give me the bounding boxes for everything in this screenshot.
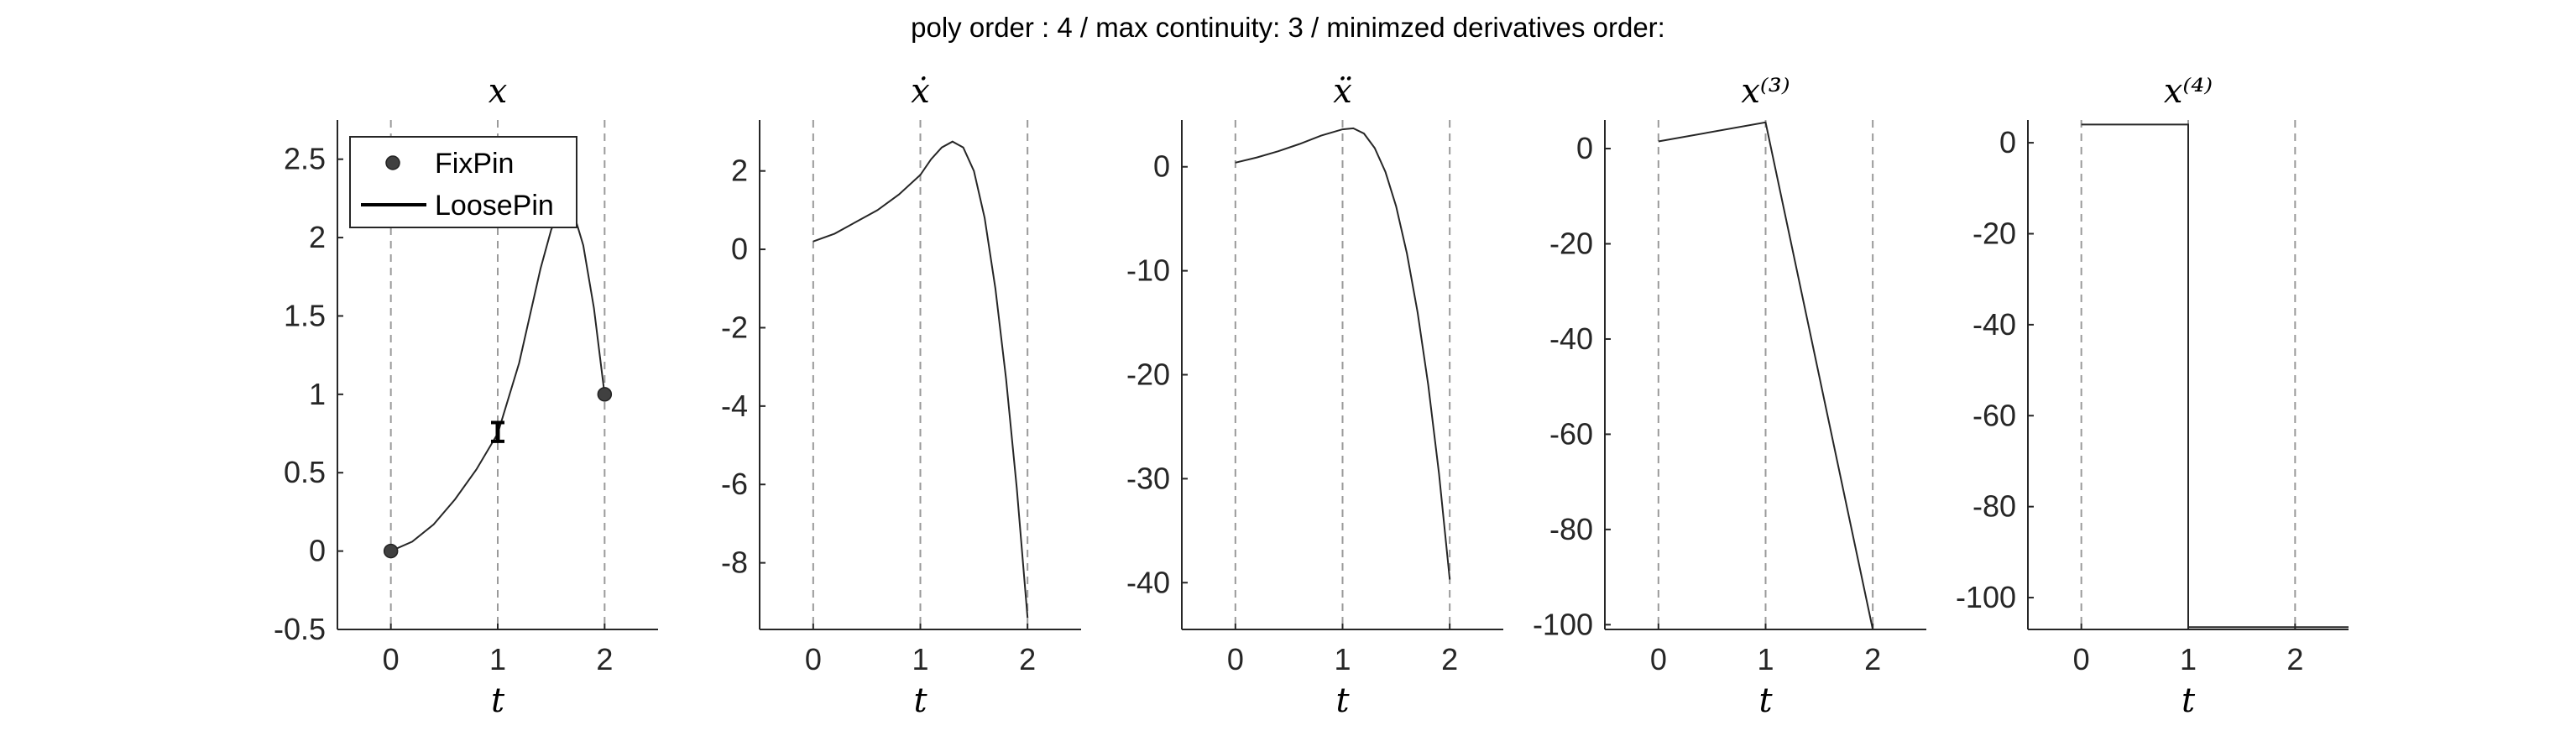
legend-label-fixpin: FixPin xyxy=(435,148,514,180)
x-tick-label: 0 xyxy=(2073,642,2090,676)
y-tick-label: -2 xyxy=(721,310,748,344)
series-line xyxy=(813,140,1029,619)
x-axis-label: t xyxy=(2182,681,2196,720)
legend-box xyxy=(349,136,577,228)
subplot-3: -40 -30 -20 -10 0 0 1 2 ẍ t xyxy=(1126,72,1503,720)
y-tick-label: 2 xyxy=(309,220,326,254)
y-tick-label: -20 xyxy=(1972,216,2016,250)
axes-title: x⁽³⁾ xyxy=(1741,72,1790,111)
y-tick-label: -20 xyxy=(1549,226,1593,260)
x-axis-label: t xyxy=(1758,681,1773,720)
x-tick-label: 1 xyxy=(489,642,506,676)
axes-title: x⁽⁴⁾ xyxy=(2164,72,2213,111)
x-tick-label: 1 xyxy=(2180,642,2197,676)
x-axis-label: t xyxy=(1335,681,1350,720)
y-tick-label: -0.5 xyxy=(274,612,326,646)
subplot-2: -8 -6 -4 -2 0 2 0 1 2 ẋ t xyxy=(721,72,1081,720)
figure-suptitle: poly order : 4 / max continuity: 3 / min… xyxy=(911,12,1665,43)
series-line xyxy=(2081,123,2349,629)
y-tick-label: 2.5 xyxy=(284,142,326,176)
subplot-5: -100 -80 -60 -40 -20 0 0 1 2 x⁽⁴⁾ t xyxy=(1956,72,2349,720)
y-tick-label: -60 xyxy=(1549,416,1593,451)
y-tick-label: 0 xyxy=(309,534,326,568)
x-tick-label: 0 xyxy=(383,642,400,676)
y-tick-label: -80 xyxy=(1549,512,1593,546)
x-tick-label: 2 xyxy=(1019,642,1036,676)
y-tick-label: -100 xyxy=(1533,607,1593,641)
x-tick-label: 2 xyxy=(1441,642,1458,676)
subplot-4: -100 -80 -60 -40 -20 0 0 1 2 x⁽³⁾ t xyxy=(1533,72,1926,720)
series-line xyxy=(1658,121,1874,630)
x-tick-label: 1 xyxy=(1334,642,1351,676)
fixpin-marker xyxy=(597,387,613,402)
x-tick-label: 1 xyxy=(1757,642,1774,676)
y-tick-label: -40 xyxy=(1972,307,2016,342)
axes-title: ẋ xyxy=(911,72,930,111)
y-tick-label: 0 xyxy=(1999,125,2016,159)
y-tick-label: -10 xyxy=(1126,253,1170,288)
fixpin-marker xyxy=(383,543,399,559)
x-tick-label: 0 xyxy=(1650,642,1667,676)
x-tick-label: 0 xyxy=(1227,642,1244,676)
x-axis-label: t xyxy=(913,681,927,720)
y-tick-label: -4 xyxy=(721,389,748,423)
axes-title: x xyxy=(489,72,508,111)
legend-label-loosepin: LoosePin xyxy=(435,190,554,222)
y-tick-label: 1 xyxy=(309,377,326,411)
y-tick-label: -30 xyxy=(1126,461,1170,495)
y-tick-label: -40 xyxy=(1549,321,1593,356)
y-tick-label: -60 xyxy=(1972,398,2016,432)
x-tick-label: 2 xyxy=(2286,642,2303,676)
series-line-loosepin xyxy=(390,205,606,552)
x-tick-label: 0 xyxy=(805,642,822,676)
x-axis-label: t xyxy=(491,681,505,720)
subplot-1: -0.5 0 0.5 1 1.5 2 2.5 0 1 2 x t FixPin LoosePin xyxy=(274,72,658,720)
y-tick-label: 1.5 xyxy=(284,298,326,332)
y-tick-label: -80 xyxy=(1972,489,2016,524)
y-tick-label: -8 xyxy=(721,546,748,580)
y-tick-label: 0.5 xyxy=(284,455,326,489)
y-tick-label: 0 xyxy=(1576,131,1593,165)
y-tick-label: 0 xyxy=(1153,149,1170,184)
y-tick-label: -40 xyxy=(1126,565,1170,599)
legend: FixPin LoosePin xyxy=(349,136,577,228)
y-tick-label: -20 xyxy=(1126,358,1170,392)
legend-fixpin-marker xyxy=(385,155,400,170)
y-tick-label: 2 xyxy=(731,154,748,188)
y-tick-label: -6 xyxy=(721,467,748,501)
x-tick-label: 1 xyxy=(912,642,928,676)
x-tick-label: 2 xyxy=(596,642,613,676)
y-tick-label: -100 xyxy=(1956,580,2016,614)
series-line xyxy=(1235,127,1451,580)
axes-title: ẍ xyxy=(1333,72,1352,111)
x-tick-label: 2 xyxy=(1864,642,1881,676)
y-tick-label: 0 xyxy=(731,232,748,266)
